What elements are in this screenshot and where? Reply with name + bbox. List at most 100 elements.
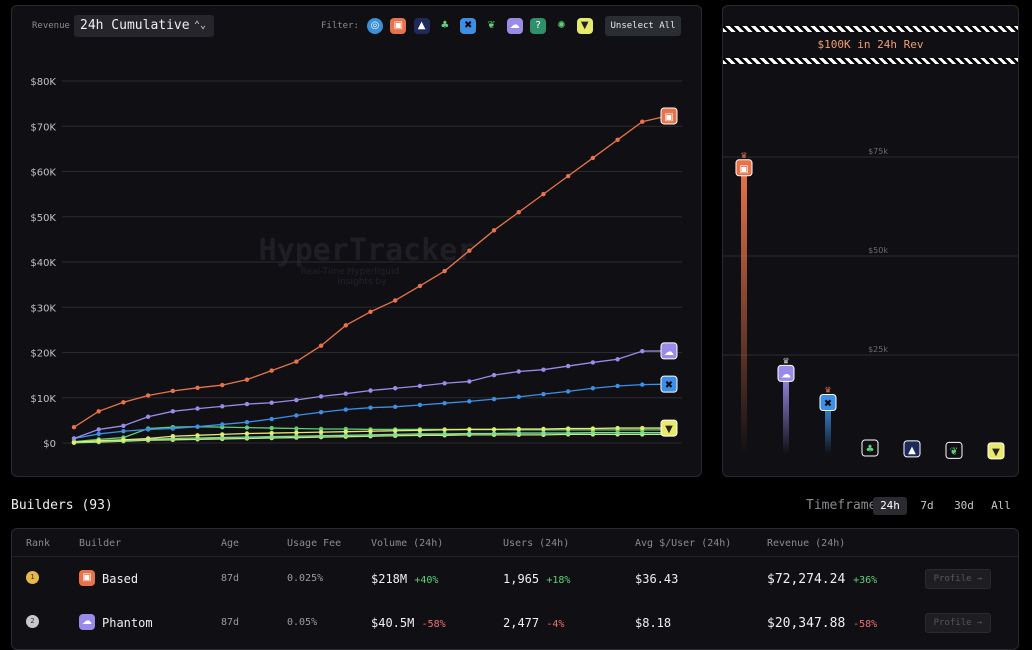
crown-icon: ♛ bbox=[740, 151, 747, 160]
volume-change: -58% bbox=[421, 619, 446, 630]
filter-triangle-icon[interactable]: ▲ bbox=[413, 18, 430, 34]
data-point bbox=[640, 425, 645, 431]
filter-leaf-icon[interactable]: ❦ bbox=[483, 18, 500, 34]
data-point bbox=[195, 433, 200, 438]
builder-name[interactable]: Based bbox=[102, 572, 139, 586]
data-point bbox=[318, 410, 324, 415]
axiom-bar-icon[interactable]: ✖ bbox=[819, 394, 837, 412]
axiom-series-icon[interactable]: ✖ bbox=[660, 375, 678, 393]
filter-axiom-icon[interactable]: ✖ bbox=[460, 18, 477, 34]
data-point bbox=[318, 426, 324, 432]
based-bar-icon[interactable]: ▣ bbox=[735, 159, 753, 177]
cube-series-icon[interactable]: ▼ bbox=[660, 419, 678, 437]
revenue-value: $20,347.88 bbox=[767, 616, 846, 631]
data-point bbox=[269, 416, 274, 422]
based-series-icon[interactable]: ▣ bbox=[660, 107, 678, 125]
data-point bbox=[615, 383, 620, 389]
data-point bbox=[615, 137, 620, 143]
filter-unknown-icon[interactable]: ? bbox=[530, 18, 547, 34]
data-point bbox=[640, 348, 645, 354]
timeframe-label: Timeframe bbox=[806, 498, 877, 513]
phantom-series-icon[interactable]: ☁ bbox=[660, 342, 678, 360]
data-point bbox=[71, 439, 77, 445]
users-change: +18% bbox=[546, 575, 571, 586]
data-point bbox=[195, 385, 200, 390]
data-point bbox=[516, 430, 521, 436]
based-icon: ▣ bbox=[79, 570, 95, 586]
leaf-bar-icon[interactable]: ❦ bbox=[945, 441, 963, 459]
data-point bbox=[96, 427, 101, 432]
filter-based-icon[interactable]: ▣ bbox=[390, 18, 407, 34]
timeframe-all-button[interactable]: All bbox=[991, 499, 1011, 512]
data-point bbox=[170, 388, 176, 394]
data-point bbox=[195, 424, 200, 429]
data-point bbox=[145, 393, 151, 398]
data-point bbox=[417, 383, 423, 389]
builder-age: 87d bbox=[221, 573, 240, 584]
data-point bbox=[318, 343, 324, 348]
builder-name[interactable]: Phantom bbox=[102, 616, 153, 630]
data-point bbox=[590, 155, 596, 161]
filter-cube-icon[interactable]: ▼ bbox=[576, 18, 593, 34]
revenue-bar-chart: $25k $50k $75k ▣ ♛ ☁ ♛ ✖ ♛ ♣ ▲ ❦ ▼ bbox=[723, 147, 1018, 460]
data-point bbox=[541, 191, 546, 197]
data-point bbox=[417, 428, 423, 433]
data-point bbox=[467, 399, 472, 404]
filter-circle-icon[interactable]: ◎ bbox=[367, 18, 383, 34]
unselect-all-button[interactable]: Unselect All bbox=[605, 16, 681, 36]
svg-text:✖: ✖ bbox=[665, 380, 673, 391]
triangle-bar-icon[interactable]: ▲ bbox=[903, 440, 921, 458]
revenue-bar[interactable] bbox=[741, 167, 747, 454]
filter-phantom-icon[interactable]: ☁ bbox=[506, 18, 523, 34]
banner-stripe-top bbox=[723, 26, 1018, 32]
data-point bbox=[121, 437, 126, 443]
phantom-bar-icon[interactable]: ☁ bbox=[777, 364, 795, 382]
watermark-title: HyperTracker bbox=[259, 233, 476, 268]
profile-button[interactable]: Profile → bbox=[925, 613, 991, 633]
revenue-bar[interactable] bbox=[825, 402, 831, 454]
y-tick-label: $0 bbox=[43, 439, 56, 450]
data-point bbox=[590, 360, 596, 365]
data-point bbox=[565, 363, 571, 369]
revenue-mode-select[interactable]: 24h Cumulative ⌃⌄ bbox=[74, 15, 214, 37]
filter-tree-icon[interactable]: ♣ bbox=[436, 18, 453, 34]
y-tick-label: $10K bbox=[30, 394, 56, 405]
svg-text:▼: ▼ bbox=[665, 424, 673, 435]
svg-text:☁: ☁ bbox=[664, 347, 674, 358]
timeframe-30d-button[interactable]: 30d bbox=[954, 499, 974, 512]
builder-volume: $40.5M -58% bbox=[371, 616, 446, 630]
data-point bbox=[565, 389, 571, 394]
data-point bbox=[590, 426, 596, 431]
timeframe-24h-button[interactable]: 24h bbox=[873, 497, 907, 515]
data-point bbox=[220, 422, 225, 427]
data-point bbox=[269, 430, 274, 436]
svg-text:▼: ▼ bbox=[992, 447, 1000, 458]
data-point bbox=[269, 400, 274, 405]
tree-bar-icon[interactable]: ♣ bbox=[861, 439, 879, 457]
profile-button[interactable]: Profile → bbox=[925, 569, 991, 589]
data-point bbox=[343, 323, 348, 328]
builders-title: Builders (93) bbox=[11, 498, 113, 513]
data-point bbox=[343, 433, 348, 438]
data-point bbox=[442, 268, 447, 274]
data-point bbox=[467, 431, 472, 436]
data-point bbox=[343, 391, 348, 396]
data-point bbox=[121, 423, 126, 429]
y-tick-label: $50K bbox=[30, 213, 56, 224]
filter-globe-icon[interactable]: ✺ bbox=[553, 18, 570, 34]
revenue-bar[interactable] bbox=[783, 373, 789, 454]
data-point bbox=[343, 407, 348, 412]
builder-fee: 0.05% bbox=[287, 617, 318, 628]
timeframe-7d-button[interactable]: 7d bbox=[920, 499, 934, 512]
builder-avg: $36.43 bbox=[635, 572, 679, 586]
cube-bar-icon[interactable]: ▼ bbox=[987, 442, 1005, 460]
data-point bbox=[640, 119, 645, 124]
select-arrows-icon: ⌃⌄ bbox=[193, 20, 206, 31]
y-tick-label: $70K bbox=[30, 122, 56, 133]
data-point bbox=[145, 414, 151, 419]
y-tick-label: $20K bbox=[30, 349, 56, 360]
data-point bbox=[96, 438, 101, 443]
revenue-change: -58% bbox=[853, 619, 878, 630]
revenue-target-banner: $100K in 24h Rev bbox=[817, 38, 924, 51]
column-revenue: Revenue (24h) bbox=[767, 538, 846, 549]
